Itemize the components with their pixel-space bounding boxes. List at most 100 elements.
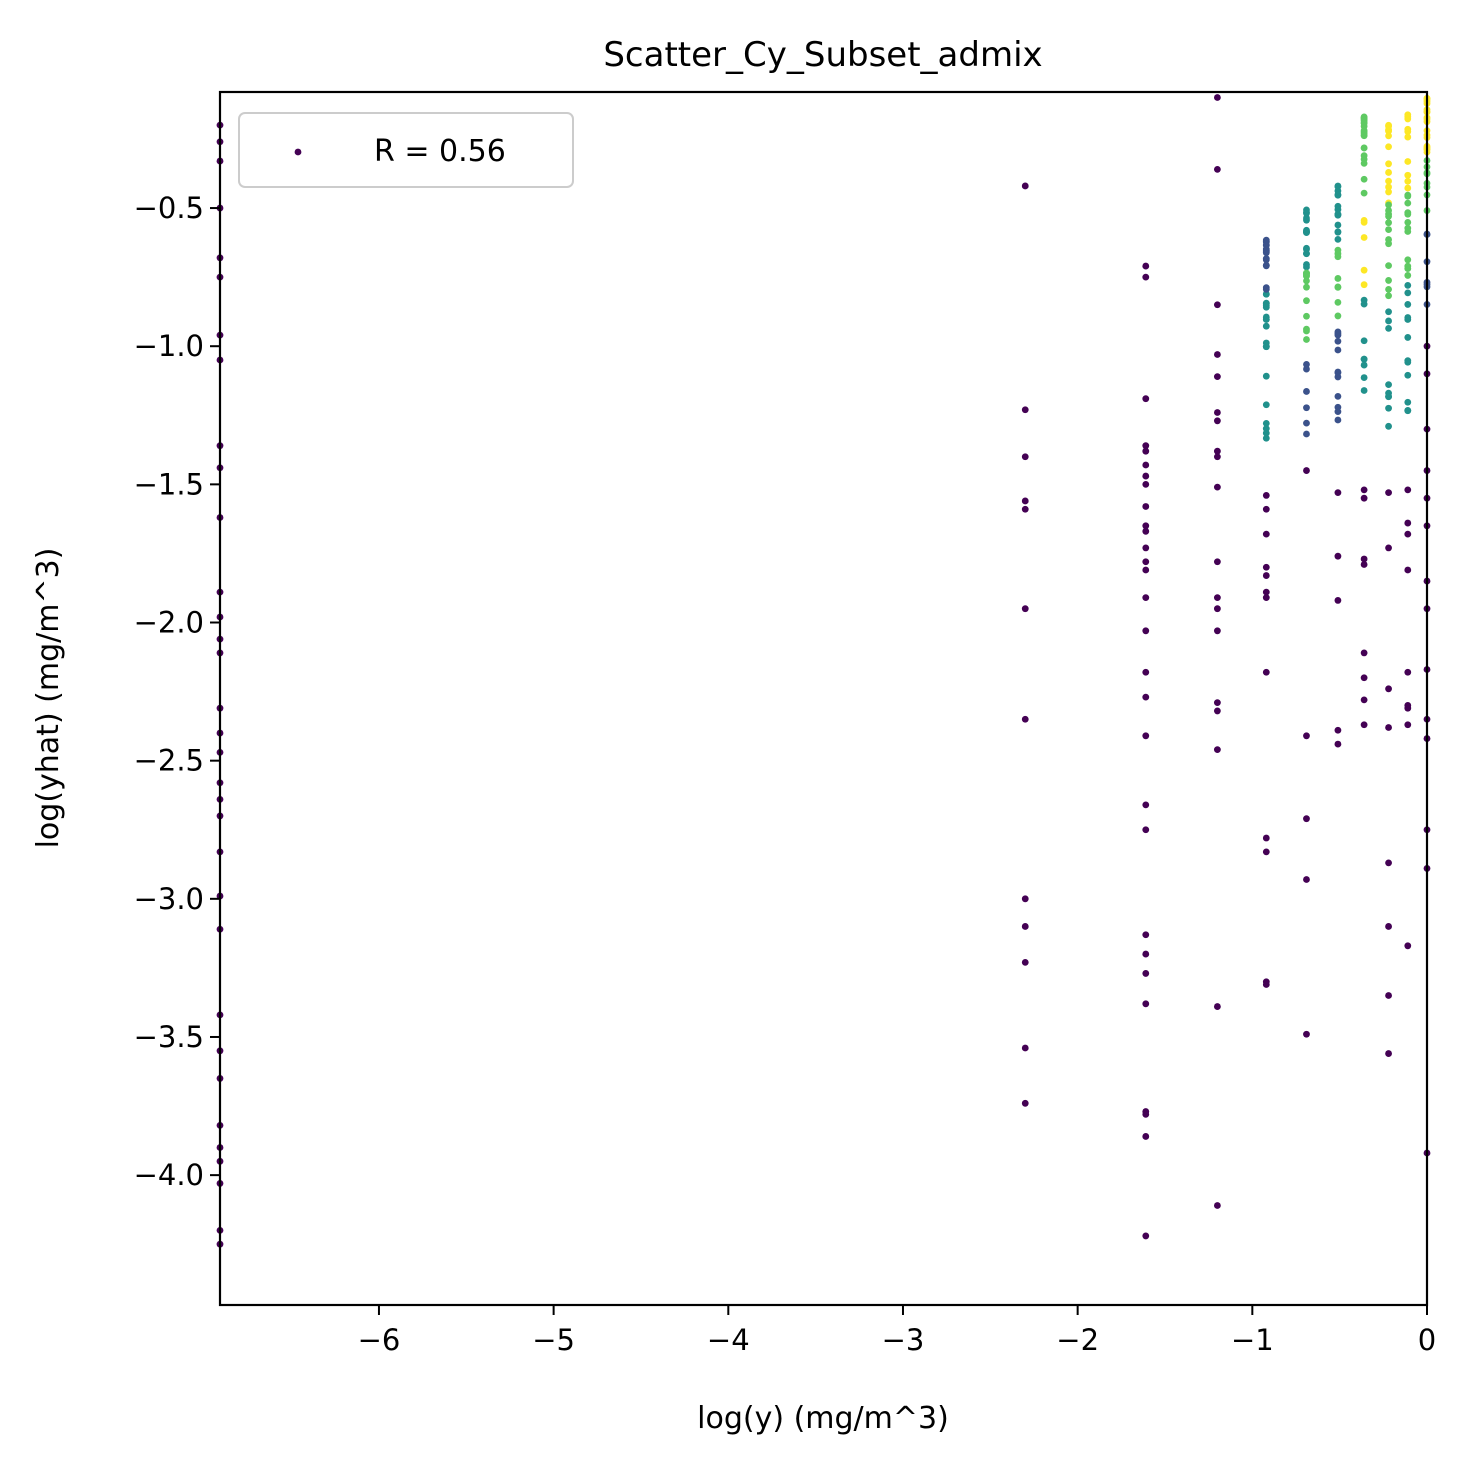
x-tick-label: 0 xyxy=(1418,1323,1436,1357)
scatter-point xyxy=(1142,503,1150,510)
scatter-point xyxy=(1385,236,1392,243)
scatter-point xyxy=(1360,721,1368,729)
scatter-point xyxy=(1262,299,1270,307)
scatter-point xyxy=(1360,113,1368,121)
scatter-point xyxy=(1404,281,1412,289)
scatter-point xyxy=(1404,668,1412,676)
scatter-point xyxy=(1021,406,1029,414)
scatter-point xyxy=(1385,393,1392,401)
scatter-point xyxy=(1404,334,1412,341)
scatter-point xyxy=(1404,177,1412,185)
plot-frame xyxy=(218,90,1429,1307)
x-axis-label: log(y) (mg/m^3) xyxy=(697,1401,949,1436)
scatter-point xyxy=(1334,403,1342,411)
scatter-point xyxy=(1385,262,1392,270)
scatter-point xyxy=(1213,165,1221,173)
scatter-point xyxy=(1404,371,1412,379)
scatter-point xyxy=(1334,597,1342,604)
scatter-point xyxy=(1262,285,1270,293)
y-tick-label: −1.0 xyxy=(134,329,204,363)
scatter-point xyxy=(1334,191,1342,198)
scatter-point xyxy=(1404,192,1412,200)
scatter-point xyxy=(1213,594,1221,602)
scatter-point xyxy=(1360,555,1368,563)
scatter-point xyxy=(1360,234,1368,241)
scatter-point xyxy=(1385,285,1392,293)
scatter-point xyxy=(1303,361,1310,368)
scatter-point xyxy=(1213,417,1221,425)
scatter-point xyxy=(1385,404,1392,412)
scatter-point xyxy=(1262,588,1270,596)
scatter-point xyxy=(1303,214,1310,222)
scatter-point xyxy=(1303,206,1310,214)
scatter-point xyxy=(1213,94,1221,101)
scatter-point xyxy=(1334,373,1342,381)
scatter-point xyxy=(1303,732,1310,740)
scatter-point xyxy=(1262,372,1270,380)
scatter-point xyxy=(1404,133,1412,141)
scatter-point xyxy=(1262,834,1270,842)
scatter-point xyxy=(1360,486,1368,494)
scatter-point xyxy=(1142,594,1150,602)
scatter-point xyxy=(1142,442,1150,450)
legend-marker xyxy=(294,148,302,156)
scatter-point xyxy=(1360,561,1368,568)
scatter-point xyxy=(1385,324,1392,332)
scatter-point xyxy=(1262,505,1270,513)
scatter-point xyxy=(1213,558,1221,566)
scatter-point xyxy=(1334,253,1342,261)
scatter-point xyxy=(1360,217,1368,224)
scatter-point xyxy=(1142,566,1150,574)
scatter-point xyxy=(1385,177,1392,185)
scatter-point xyxy=(1142,1232,1150,1240)
scatter-point xyxy=(1404,171,1412,179)
scatter-point xyxy=(1334,726,1342,734)
scatter-point xyxy=(1385,219,1392,227)
scatter-point xyxy=(1213,351,1221,358)
scatter-point xyxy=(1334,202,1342,210)
x-axis-ticks: −6 −5 −4 −3 −2 −1 0 xyxy=(358,1305,1436,1357)
scatter-point xyxy=(1385,1050,1392,1057)
scatter-point xyxy=(1262,425,1270,433)
scatter-point xyxy=(1385,212,1392,220)
scatter-point xyxy=(1262,981,1270,988)
scatter-point xyxy=(1334,211,1342,219)
scatter-point xyxy=(1404,721,1412,729)
scatter-point xyxy=(1404,111,1412,119)
scatter-point xyxy=(1334,221,1342,229)
scatter-point xyxy=(1142,950,1150,958)
scatter-point xyxy=(1385,122,1392,130)
scatter-point xyxy=(1360,494,1368,502)
scatter-point xyxy=(1360,374,1368,381)
scatter-point xyxy=(1303,430,1310,438)
scatter-point xyxy=(1142,447,1150,455)
scatter-point xyxy=(1303,1030,1310,1038)
scatter-point xyxy=(1021,895,1029,903)
scatter-point xyxy=(1021,1099,1029,1107)
scatter-point xyxy=(1360,131,1368,139)
y-tick-label: −4.0 xyxy=(134,1158,204,1192)
y-tick-label: −1.5 xyxy=(134,467,204,501)
scatter-point xyxy=(1142,1000,1150,1008)
scatter-point xyxy=(1334,416,1342,424)
scatter-point xyxy=(1262,322,1270,330)
scatter-point xyxy=(1142,544,1150,552)
scatter-point xyxy=(1142,461,1150,469)
scatter-point xyxy=(1303,404,1310,412)
scatter-point xyxy=(1334,346,1342,354)
scatter-point xyxy=(1404,704,1412,712)
y-tick-label: −2.0 xyxy=(134,606,204,640)
scatter-point xyxy=(1404,398,1412,406)
scatter-point xyxy=(1262,236,1270,244)
scatter-point xyxy=(1262,290,1270,298)
scatter-point xyxy=(1334,228,1342,236)
scatter-point xyxy=(1385,160,1392,168)
scatter-point xyxy=(1360,189,1368,197)
y-tick-label: −2.5 xyxy=(134,744,204,778)
scatter-point xyxy=(1303,283,1310,291)
scatter-point xyxy=(1385,201,1392,209)
scatter-point xyxy=(1404,184,1412,192)
scatter-point xyxy=(1360,387,1368,394)
plot-area xyxy=(220,92,1427,1305)
